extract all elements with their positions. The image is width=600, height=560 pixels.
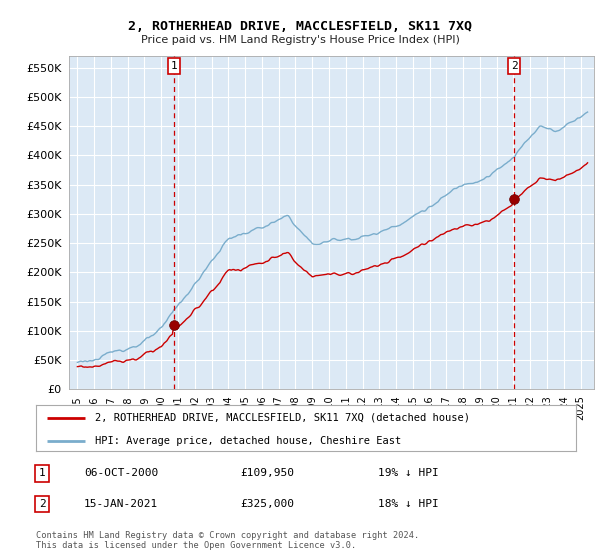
- Text: £325,000: £325,000: [240, 499, 294, 509]
- Text: 1: 1: [170, 61, 177, 71]
- Text: 19% ↓ HPI: 19% ↓ HPI: [378, 468, 439, 478]
- Text: Price paid vs. HM Land Registry's House Price Index (HPI): Price paid vs. HM Land Registry's House …: [140, 35, 460, 45]
- Text: HPI: Average price, detached house, Cheshire East: HPI: Average price, detached house, Ches…: [95, 436, 401, 446]
- Text: £109,950: £109,950: [240, 468, 294, 478]
- Text: 18% ↓ HPI: 18% ↓ HPI: [378, 499, 439, 509]
- Text: 06-OCT-2000: 06-OCT-2000: [84, 468, 158, 478]
- Text: 15-JAN-2021: 15-JAN-2021: [84, 499, 158, 509]
- Text: 2, ROTHERHEAD DRIVE, MACCLESFIELD, SK11 7XQ: 2, ROTHERHEAD DRIVE, MACCLESFIELD, SK11 …: [128, 20, 472, 32]
- Text: Contains HM Land Registry data © Crown copyright and database right 2024.
This d: Contains HM Land Registry data © Crown c…: [36, 531, 419, 550]
- Text: 2: 2: [38, 499, 46, 509]
- Text: 2, ROTHERHEAD DRIVE, MACCLESFIELD, SK11 7XQ (detached house): 2, ROTHERHEAD DRIVE, MACCLESFIELD, SK11 …: [95, 413, 470, 423]
- Text: 1: 1: [38, 468, 46, 478]
- Text: 2: 2: [511, 61, 518, 71]
